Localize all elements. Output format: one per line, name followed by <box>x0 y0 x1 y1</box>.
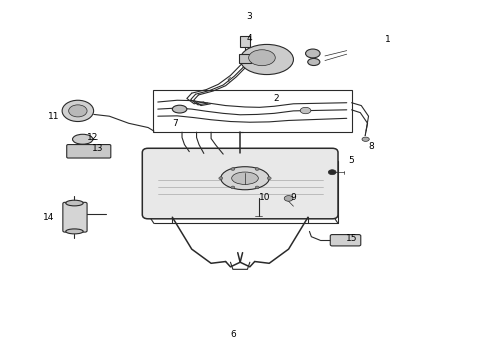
Text: 6: 6 <box>230 330 236 339</box>
Ellipse shape <box>255 168 259 170</box>
Ellipse shape <box>306 49 320 58</box>
Text: 11: 11 <box>48 112 59 121</box>
Ellipse shape <box>362 137 369 141</box>
Ellipse shape <box>328 170 336 175</box>
Ellipse shape <box>267 177 271 180</box>
Text: 4: 4 <box>246 34 252 43</box>
Text: 13: 13 <box>92 144 103 153</box>
Ellipse shape <box>73 134 93 144</box>
Text: 5: 5 <box>349 156 354 165</box>
Text: 1: 1 <box>385 36 391 45</box>
Ellipse shape <box>308 58 320 66</box>
Ellipse shape <box>231 168 235 170</box>
Text: 15: 15 <box>346 234 357 243</box>
Bar <box>239 54 251 63</box>
FancyBboxPatch shape <box>142 148 338 219</box>
Ellipse shape <box>248 50 275 66</box>
Text: 7: 7 <box>172 119 178 128</box>
Ellipse shape <box>240 44 294 75</box>
Ellipse shape <box>172 105 187 113</box>
Ellipse shape <box>255 186 259 189</box>
Bar <box>240 36 250 47</box>
FancyBboxPatch shape <box>330 235 361 246</box>
Ellipse shape <box>66 229 83 234</box>
Text: 14: 14 <box>43 213 54 222</box>
Ellipse shape <box>232 172 258 184</box>
Ellipse shape <box>231 186 235 189</box>
Text: 12: 12 <box>87 133 98 142</box>
Ellipse shape <box>284 195 293 201</box>
Text: 2: 2 <box>274 94 279 103</box>
Text: 8: 8 <box>368 142 374 151</box>
FancyBboxPatch shape <box>63 202 87 232</box>
Ellipse shape <box>300 107 311 114</box>
Ellipse shape <box>62 100 94 122</box>
Ellipse shape <box>66 200 83 206</box>
Text: 3: 3 <box>246 13 252 22</box>
Bar <box>153 90 352 132</box>
FancyBboxPatch shape <box>67 145 111 158</box>
Text: 10: 10 <box>259 193 270 202</box>
Ellipse shape <box>69 105 87 117</box>
Ellipse shape <box>221 167 269 190</box>
Ellipse shape <box>219 177 223 180</box>
Text: 9: 9 <box>291 193 296 202</box>
